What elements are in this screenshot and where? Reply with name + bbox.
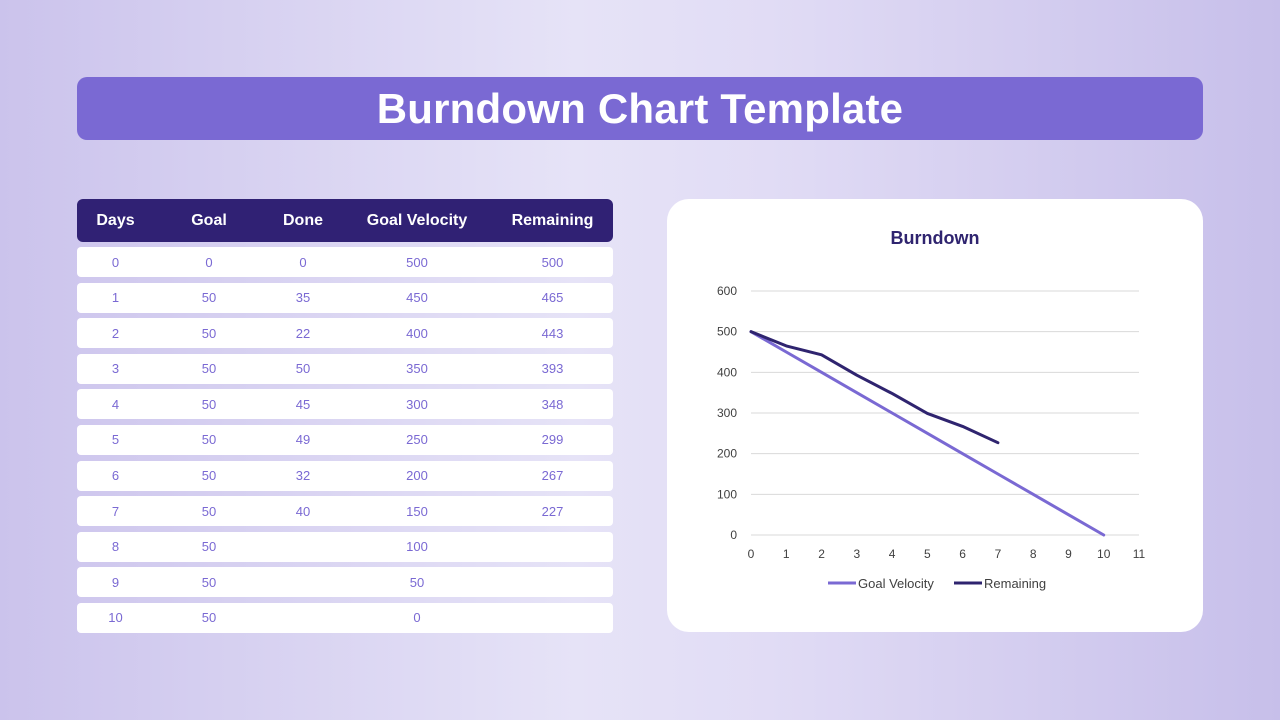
header-goal-velocity: Goal Velocity — [366, 211, 468, 229]
cell-days: 0 — [111, 254, 120, 270]
cell-days: 3 — [111, 361, 120, 377]
x-tick-label: 2 — [818, 547, 825, 561]
cell-goal-velocity: 50 — [409, 574, 425, 590]
cell-done: 32 — [295, 468, 311, 484]
table-row: 0 0 0 500 500 — [77, 247, 613, 277]
cell-remaining: 227 — [541, 503, 564, 519]
table-row: 4 50 45 300 348 — [77, 389, 613, 420]
cell-goal: 50 — [201, 539, 217, 555]
cell-days: 4 — [111, 396, 120, 412]
cell-goal-velocity: 100 — [406, 539, 428, 555]
cell-days: 9 — [111, 574, 120, 590]
table-header: Days Goal Done Goal Velocity Remaining — [77, 199, 613, 242]
x-tick-label: 6 — [959, 547, 966, 561]
cell-goal: 50 — [201, 610, 217, 626]
cell-days: 6 — [111, 468, 120, 484]
cell-days: 1 — [111, 290, 120, 306]
x-tick-label: 3 — [853, 547, 860, 561]
header-remaining: Remaining — [511, 211, 594, 229]
cell-remaining: 348 — [541, 396, 564, 412]
cell-days: 5 — [111, 432, 120, 448]
series-line-remaining — [749, 330, 1000, 445]
cell-goal-velocity: 300 — [406, 396, 428, 412]
cell-days: 8 — [111, 539, 120, 555]
legend-label: Remaining — [984, 576, 1046, 591]
cell-goal-velocity: 200 — [406, 468, 428, 484]
header-goal: Goal — [191, 211, 227, 229]
cell-goal: 50 — [201, 468, 217, 484]
y-tick-label: 300 — [717, 406, 737, 420]
cell-days: 7 — [111, 503, 120, 519]
x-tick-label: 10 — [1097, 547, 1111, 561]
table-row: 10 50 0 — [77, 602, 613, 633]
title-banner: Burndown Chart Template — [77, 77, 1203, 140]
cell-done: 22 — [295, 325, 311, 341]
cell-remaining: 267 — [541, 468, 564, 484]
chart-title: Burndown — [891, 228, 980, 248]
table-row: 3 50 50 350 393 — [77, 353, 613, 384]
cell-remaining: 443 — [541, 325, 564, 341]
x-tick-label: 8 — [1030, 547, 1037, 561]
cell-goal-velocity: 500 — [406, 254, 428, 270]
cell-done: 50 — [295, 361, 311, 377]
header-days: Days — [96, 211, 135, 229]
cell-days: 10 — [108, 610, 123, 626]
cell-remaining: 465 — [541, 290, 564, 306]
cell-goal: 0 — [205, 254, 213, 270]
chart-card: Burndown 0 100 200 300 400 500 600 0 1 2 3 4 5 6 7 8 9 10… — [667, 199, 1203, 632]
x-tick-label: 4 — [889, 547, 896, 561]
header-done: Done — [283, 211, 323, 229]
x-tick-label: 9 — [1065, 547, 1072, 561]
cell-goal: 50 — [201, 574, 217, 590]
table-body: 0 0 0 500 500 1 50 35 450 465 2 50 22 400 443 3 50 50 350 3… — [77, 247, 613, 633]
page-title: Burndown Chart Template — [376, 84, 904, 132]
cell-goal-velocity: 150 — [406, 503, 428, 519]
cell-remaining: 500 — [541, 254, 564, 270]
x-tick-label: 5 — [924, 547, 931, 561]
burndown-chart: Burndown 0 100 200 300 400 500 600 0 1 2 3 4 5 6 7 8 9 10… — [717, 228, 1146, 591]
x-tick-label: 1 — [783, 547, 790, 561]
y-tick-label: 0 — [730, 528, 737, 542]
table-row: 6 50 32 200 267 — [77, 460, 613, 491]
cell-goal-velocity: 450 — [406, 290, 428, 306]
burndown-table: Days Goal Done Goal Velocity Remaining 0… — [77, 199, 613, 633]
table-row: 5 50 49 250 299 — [77, 424, 613, 455]
cell-days: 2 — [111, 325, 120, 341]
y-tick-label: 400 — [717, 365, 737, 379]
cell-goal: 50 — [201, 361, 217, 377]
table-row: 2 50 22 400 443 — [77, 318, 613, 349]
cell-remaining: 393 — [541, 361, 564, 377]
cell-goal: 50 — [201, 290, 217, 306]
cell-goal: 50 — [201, 432, 217, 448]
cell-done: 40 — [295, 503, 311, 519]
cell-goal: 50 — [201, 396, 217, 412]
table-row: 7 50 40 150 227 — [77, 496, 613, 527]
x-tick-label: 11 — [1133, 547, 1146, 561]
cell-goal-velocity: 0 — [413, 610, 421, 626]
x-tick-label: 0 — [748, 547, 755, 561]
y-tick-label: 600 — [717, 284, 737, 298]
cell-done: 45 — [295, 396, 311, 412]
cell-done: 49 — [295, 432, 311, 448]
y-tick-label: 100 — [717, 487, 737, 501]
cell-done: 35 — [295, 290, 311, 306]
x-tick-label: 7 — [995, 547, 1002, 561]
legend-label: Goal Velocity — [858, 576, 934, 591]
cell-done: 0 — [299, 254, 307, 270]
y-tick-label: 200 — [717, 447, 737, 461]
cell-goal-velocity: 250 — [406, 432, 428, 448]
cell-goal: 50 — [201, 325, 217, 341]
cell-goal-velocity: 400 — [406, 325, 428, 341]
y-tick-label: 500 — [717, 325, 737, 339]
table-row: 9 50 50 — [77, 567, 613, 598]
cell-remaining: 299 — [541, 432, 564, 448]
table-row: 8 50 100 — [77, 531, 613, 562]
cell-goal-velocity: 350 — [406, 361, 428, 377]
cell-goal: 50 — [201, 503, 217, 519]
table-row: 1 50 35 450 465 — [77, 282, 613, 313]
series-line-goal-velocity — [749, 330, 1106, 537]
